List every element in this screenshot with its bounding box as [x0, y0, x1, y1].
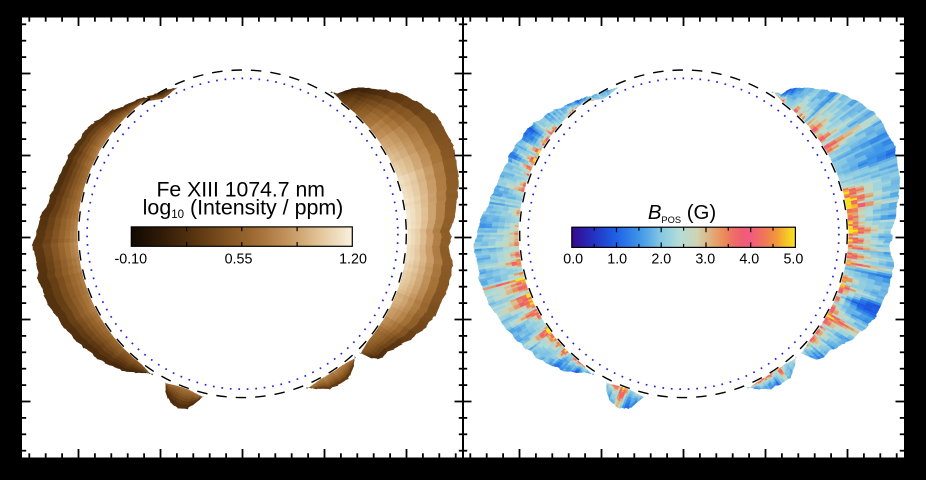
svg-text:log10 (Intensity / ppm): log10 (Intensity / ppm) — [143, 195, 344, 221]
svg-text:3.0: 3.0 — [695, 252, 715, 268]
svg-text:BPOS (G): BPOS (G) — [648, 202, 716, 225]
svg-text:5.0: 5.0 — [783, 252, 803, 268]
svg-text:0.55: 0.55 — [225, 252, 253, 268]
svg-text:1.0: 1.0 — [607, 252, 627, 268]
svg-text:2.0: 2.0 — [651, 252, 671, 268]
svg-text:0.0: 0.0 — [563, 252, 583, 268]
svg-text:Fe XIII 1074.7 nm: Fe XIII 1074.7 nm — [156, 179, 324, 202]
svg-text:-0.10: -0.10 — [115, 252, 148, 268]
svg-text:1.20: 1.20 — [339, 252, 367, 268]
svg-text:4.0: 4.0 — [739, 252, 759, 268]
